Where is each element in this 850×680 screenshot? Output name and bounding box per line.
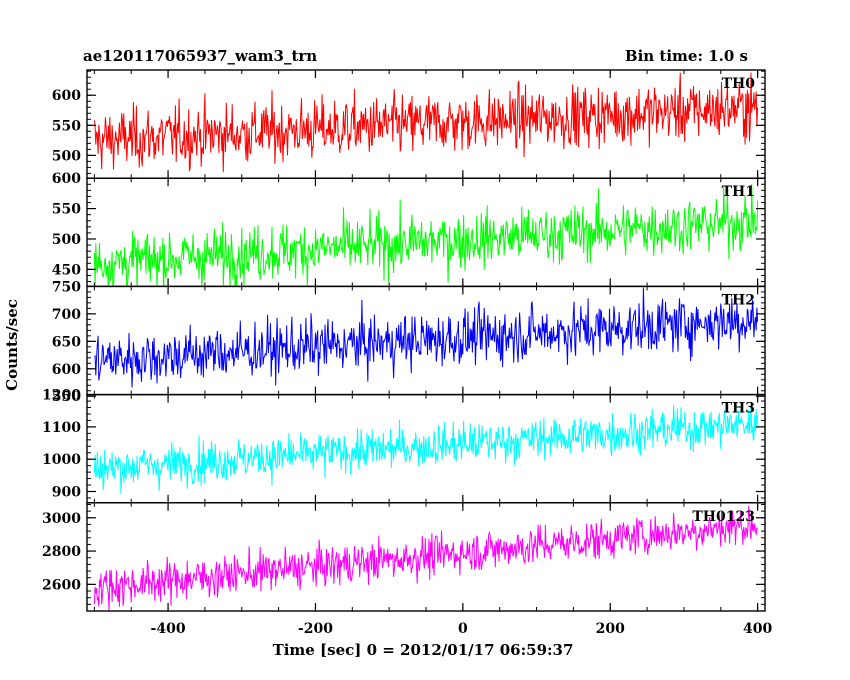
y-tick-label: 2800 [42,544,81,560]
panel-th0: 500 550 600 TH0 [52,69,766,179]
panel-label: TH0 [722,76,756,92]
series-line-th0 [93,72,759,173]
panel-label: TH0123 [692,509,755,525]
y-tick-label: 750 [52,279,81,295]
panel-label: TH2 [722,292,755,308]
y-tick-label: 700 [52,307,81,323]
chart-title: ae120117065937_wam3_trn [83,47,317,65]
y-tick-label: 650 [52,334,81,350]
series-line-th2 [94,287,759,388]
y-tick-label: 600 [52,362,81,378]
panels-group: 500 550 600 TH0 450 500 550 600 TH1 550 600 650 700 7… [42,69,766,612]
x-axis: -400 -200 0 200 400 [151,621,773,637]
panel-th0123: 2600 2800 3000 TH0123 [42,502,766,612]
series-line-th0123 [93,505,759,611]
bin-time-label: Bin time: 1.0 s [625,47,748,65]
y-tick-label: 1000 [42,452,81,468]
panel-label: TH3 [722,401,755,417]
y-tick-label: 550 [52,118,81,134]
y-tick-label: 900 [52,484,81,500]
x-tick-label: 400 [743,621,772,637]
x-tick-label: -200 [298,621,333,637]
panel-th2: 550 600 650 700 750 TH2 [52,279,766,405]
series-line-th3 [93,404,759,495]
y-tick-label: 550 [52,202,81,218]
panel-label: TH1 [722,184,755,200]
x-axis-label: Time [sec] 0 = 2012/01/17 06:59:37 [273,641,574,659]
y-tick-label: 450 [52,262,81,278]
y-tick-label: 2600 [42,577,81,593]
series-line-th1 [93,183,759,287]
y-tick-label: 600 [52,171,81,187]
y-tick-label: 1200 [42,388,81,404]
y-tick-label: 500 [52,148,81,164]
y-tick-label: 1100 [42,420,81,436]
panel-th3: 900 1000 1100 1200 TH3 [42,388,766,504]
y-tick-label: 550 [52,389,81,405]
y-tick-label: 600 [52,88,81,104]
x-tick-label: 0 [458,621,468,637]
x-tick-label: -400 [151,621,186,637]
panel-th1: 450 500 550 600 TH1 [52,171,766,288]
y-tick-label: 3000 [42,511,81,527]
y-tick-label: 500 [52,232,81,248]
x-tick-label: 200 [596,621,625,637]
y-axis-label: Counts/sec [3,299,21,391]
